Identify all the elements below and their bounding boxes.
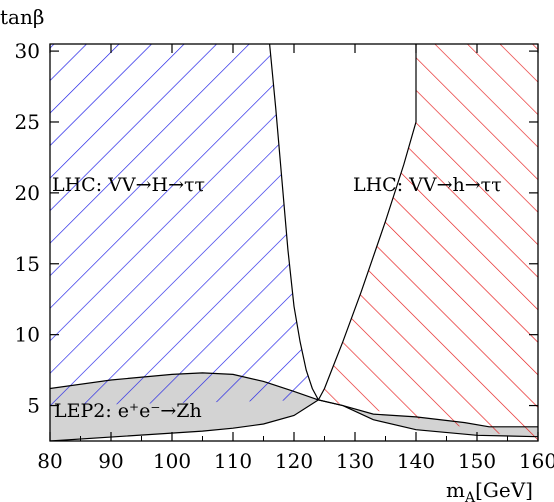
- x-tick-label: 110: [214, 449, 252, 473]
- y-tick-label: 10: [15, 323, 40, 347]
- x-tick-label: 100: [153, 449, 191, 473]
- x-tick-label: 160: [519, 449, 554, 473]
- y-tick-label: 20: [15, 181, 40, 205]
- y-tick-label: 30: [15, 39, 40, 63]
- x-tick-label: 90: [98, 449, 123, 473]
- region-outlines: [50, 44, 538, 441]
- region-light-higgs-boundary: [317, 44, 417, 401]
- y-tick-label: 5: [27, 394, 40, 418]
- region-lep2-upper-boundary: [50, 372, 538, 428]
- x-tick-label: 80: [37, 449, 62, 473]
- x-tick-label: 140: [397, 449, 435, 473]
- x-axis-title: mA[GeV]: [446, 478, 533, 502]
- region-label-heavy-higgs: LHC: VV→H→ττ: [52, 174, 205, 196]
- x-tick-label: 150: [458, 449, 496, 473]
- y-axis-title: tanβ: [0, 5, 44, 29]
- region-lep2-lower-boundary: [50, 399, 538, 441]
- plot-regions: [50, 44, 538, 441]
- region-label-lep2: LEP2: e⁺e⁻→Zh: [54, 400, 202, 422]
- x-tick-label: 120: [275, 449, 313, 473]
- x-tick-label: 130: [336, 449, 374, 473]
- region-heavy-higgs-hatch: [50, 44, 319, 406]
- axis-ticks: 80 90 100 110 120 130 140 150 160 5 10 15 20 25 30: [15, 39, 554, 473]
- region-label-light-higgs: LHC: VV→h→ττ: [353, 174, 502, 196]
- region-light-higgs-hatch: [269, 44, 538, 441]
- y-tick-label: 15: [15, 252, 40, 276]
- y-tick-label: 25: [15, 110, 40, 134]
- region-heavy-higgs-boundary: [269, 44, 319, 401]
